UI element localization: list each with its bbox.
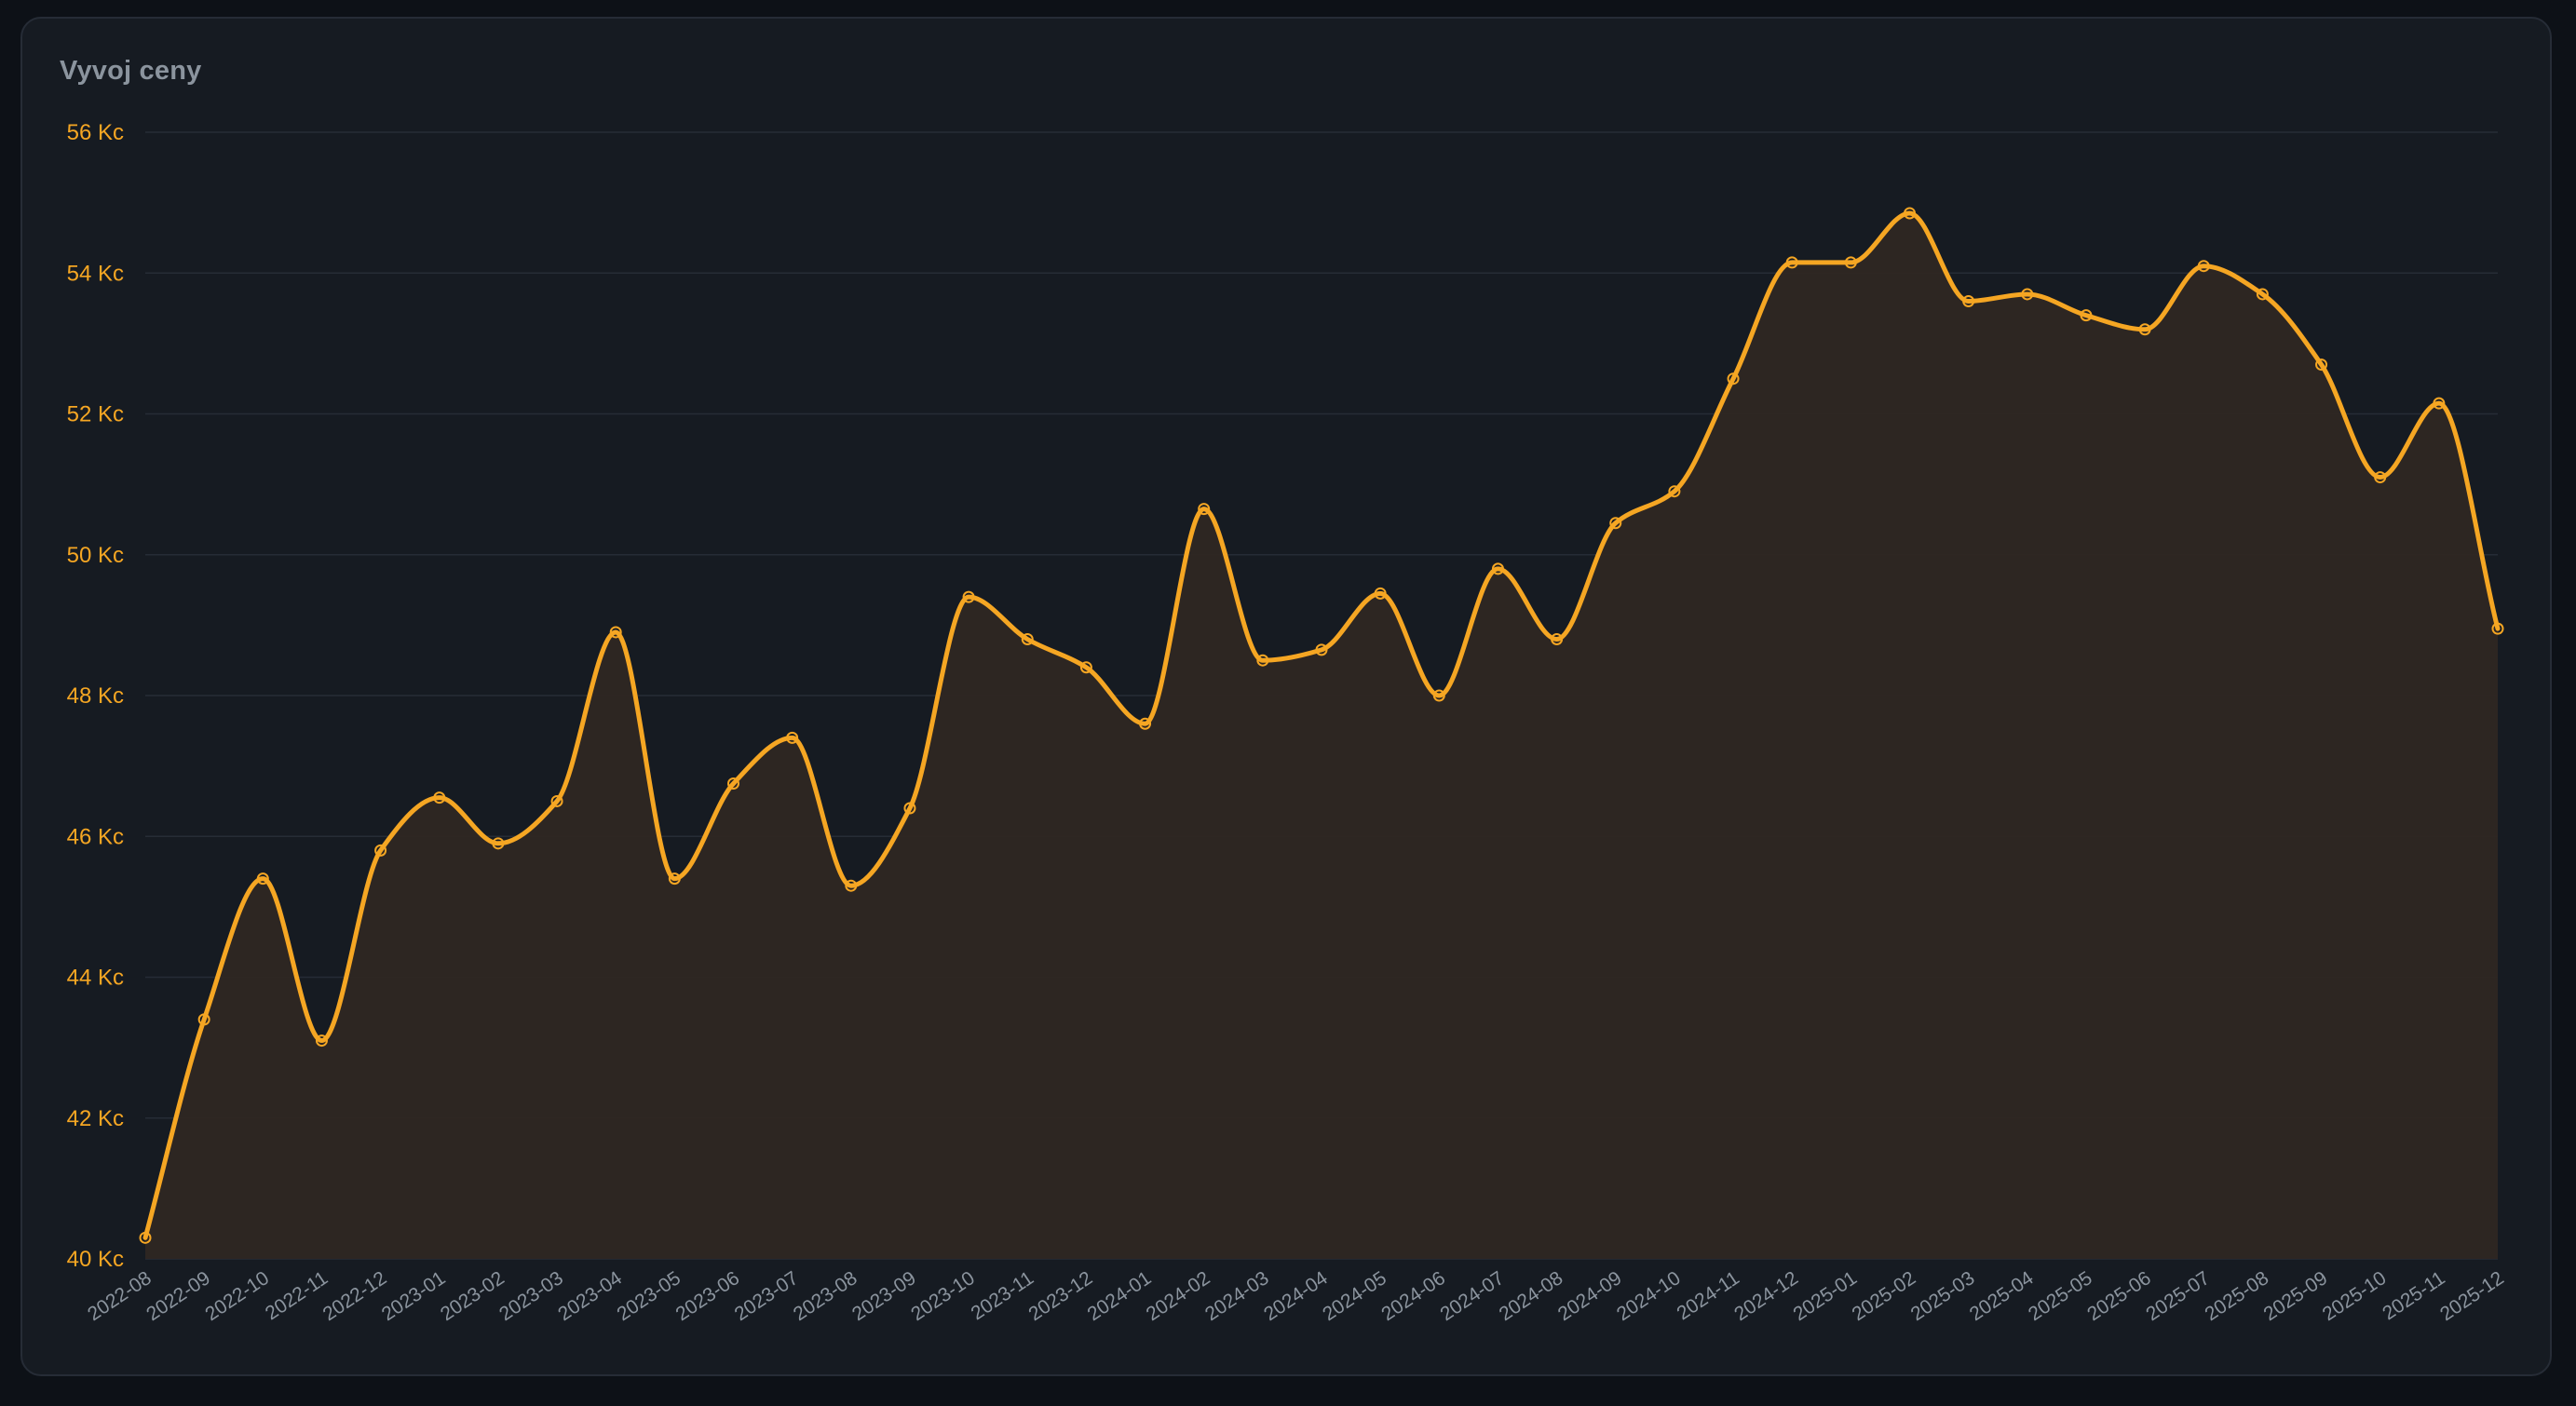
y-tick-label: 42 Kc [67, 1106, 124, 1131]
x-tick-label: 2023-09 [848, 1267, 920, 1325]
data-point[interactable] [786, 731, 799, 744]
x-tick-label: 2023-10 [907, 1267, 979, 1325]
data-point[interactable] [139, 1231, 152, 1244]
x-tick-label: 2023-01 [378, 1267, 450, 1325]
x-tick-label: 2023-06 [672, 1267, 744, 1325]
data-point[interactable] [1256, 654, 1269, 667]
chart-title: Vyvoj ceny [60, 56, 202, 86]
data-point[interactable] [727, 777, 739, 791]
x-tick-label: 2023-12 [1024, 1267, 1096, 1325]
data-point[interactable] [2374, 471, 2387, 484]
x-tick-label: 2025-04 [1966, 1267, 2038, 1325]
data-point[interactable] [1491, 562, 1504, 575]
x-tick-label: 2024-02 [1143, 1267, 1214, 1325]
x-tick-label: 2023-11 [968, 1267, 1037, 1324]
x-tick-label: 2024-06 [1377, 1267, 1449, 1325]
data-point[interactable] [609, 626, 622, 639]
data-point[interactable] [1785, 256, 1798, 269]
x-tick-label: 2025-10 [2319, 1267, 2391, 1325]
data-point[interactable] [668, 872, 681, 886]
x-tick-label: 2024-10 [1613, 1267, 1685, 1325]
x-tick-label: 2024-09 [1554, 1267, 1626, 1325]
y-tick-label: 56 Kc [67, 120, 124, 145]
data-point[interactable] [492, 837, 505, 850]
data-point[interactable] [1609, 517, 1622, 530]
data-point[interactable] [374, 844, 387, 857]
x-tick-label: 2025-09 [2260, 1267, 2332, 1325]
data-point[interactable] [1198, 503, 1211, 516]
data-point[interactable] [962, 590, 975, 603]
data-point[interactable] [1844, 256, 1857, 269]
x-tick-label: 2023-08 [790, 1267, 861, 1325]
x-tick-label: 2023-03 [495, 1267, 567, 1325]
x-tick-label: 2023-04 [554, 1267, 626, 1325]
x-tick-label: 2022-10 [201, 1267, 273, 1325]
data-point[interactable] [2256, 288, 2269, 301]
x-tick-label: 2025-05 [2025, 1267, 2096, 1325]
data-point[interactable] [1668, 485, 1681, 498]
data-point[interactable] [2433, 397, 2446, 410]
x-tick-label: 2025-01 [1789, 1267, 1861, 1325]
data-point[interactable] [1079, 661, 1092, 674]
data-point[interactable] [1021, 633, 1034, 645]
y-tick-label: 46 Kc [67, 824, 124, 849]
x-tick-label: 2024-08 [1496, 1267, 1567, 1325]
data-point[interactable] [315, 1034, 328, 1048]
data-point[interactable] [1315, 643, 1328, 656]
x-tick-label: 2022-11 [262, 1267, 332, 1324]
data-point[interactable] [1962, 295, 1975, 307]
data-point[interactable] [2080, 309, 2093, 322]
y-tick-label: 50 Kc [67, 543, 124, 568]
y-tick-label: 48 Kc [67, 683, 124, 709]
y-tick-label: 52 Kc [67, 402, 124, 427]
price-area-fill [145, 212, 2498, 1260]
data-point[interactable] [903, 802, 916, 815]
x-tick-label: 2023-07 [731, 1267, 803, 1325]
x-tick-label: 2024-11 [1673, 1267, 1742, 1324]
x-tick-label: 2025-11 [2379, 1267, 2448, 1324]
data-point[interactable] [2491, 622, 2504, 635]
data-point[interactable] [845, 879, 858, 892]
x-tick-label: 2024-07 [1436, 1267, 1508, 1325]
data-point[interactable] [1551, 633, 1564, 645]
x-tick-label: 2024-01 [1084, 1267, 1156, 1325]
data-point[interactable] [2021, 288, 2034, 301]
x-tick-label: 2024-04 [1260, 1267, 1332, 1325]
x-tick-label: 2024-12 [1730, 1267, 1802, 1325]
x-tick-label: 2025-07 [2142, 1267, 2214, 1325]
x-tick-label: 2025-12 [2436, 1267, 2508, 1325]
x-tick-label: 2025-06 [2083, 1267, 2155, 1325]
data-point[interactable] [550, 794, 563, 807]
x-tick-label: 2025-02 [1849, 1267, 1920, 1325]
price-line [142, 210, 2501, 1240]
x-tick-label: 2025-08 [2201, 1267, 2272, 1325]
data-point[interactable] [197, 1013, 210, 1026]
y-tick-label: 44 Kc [67, 966, 124, 991]
data-point[interactable] [2315, 358, 2328, 372]
x-tick-label: 2023-02 [437, 1267, 508, 1325]
x-tick-label: 2024-05 [1319, 1267, 1390, 1325]
data-point[interactable] [2138, 323, 2151, 336]
data-point[interactable] [1139, 717, 1152, 730]
data-point[interactable] [1904, 207, 1916, 220]
y-axis-ticks: 40 Kc 42 Kc 44 Kc 46 Kc 48 Kc 50 Kc 52 Kc 54 Kc… [67, 120, 124, 1272]
y-tick-label: 40 Kc [67, 1247, 124, 1272]
chart-card: Vyvoj ceny 40 Kc 42 Kc 44 Kc 46 Kc 48 Kc 50 K… [20, 17, 2552, 1376]
price-chart: 40 Kc 42 Kc 44 Kc 46 Kc 48 Kc 50 Kc 52 Kc 54 Kc… [67, 120, 2508, 1325]
data-point[interactable] [256, 872, 269, 886]
x-tick-label: 2023-05 [613, 1267, 685, 1325]
data-point[interactable] [1727, 372, 1740, 385]
data-point[interactable] [2197, 260, 2210, 273]
data-point[interactable] [1432, 689, 1445, 702]
data-point[interactable] [433, 791, 446, 804]
x-tick-label: 2025-03 [1907, 1267, 1979, 1325]
x-tick-label: 2022-08 [84, 1267, 156, 1325]
x-tick-label: 2022-12 [319, 1267, 391, 1325]
x-axis-ticks: 2022-082022-092022-102022-112022-122023-… [84, 1267, 2508, 1325]
x-tick-label: 2024-03 [1201, 1267, 1273, 1325]
data-point[interactable] [1374, 587, 1387, 600]
x-tick-label: 2022-09 [142, 1267, 214, 1325]
data-points [139, 207, 2504, 1244]
y-tick-label: 54 Kc [67, 261, 124, 286]
